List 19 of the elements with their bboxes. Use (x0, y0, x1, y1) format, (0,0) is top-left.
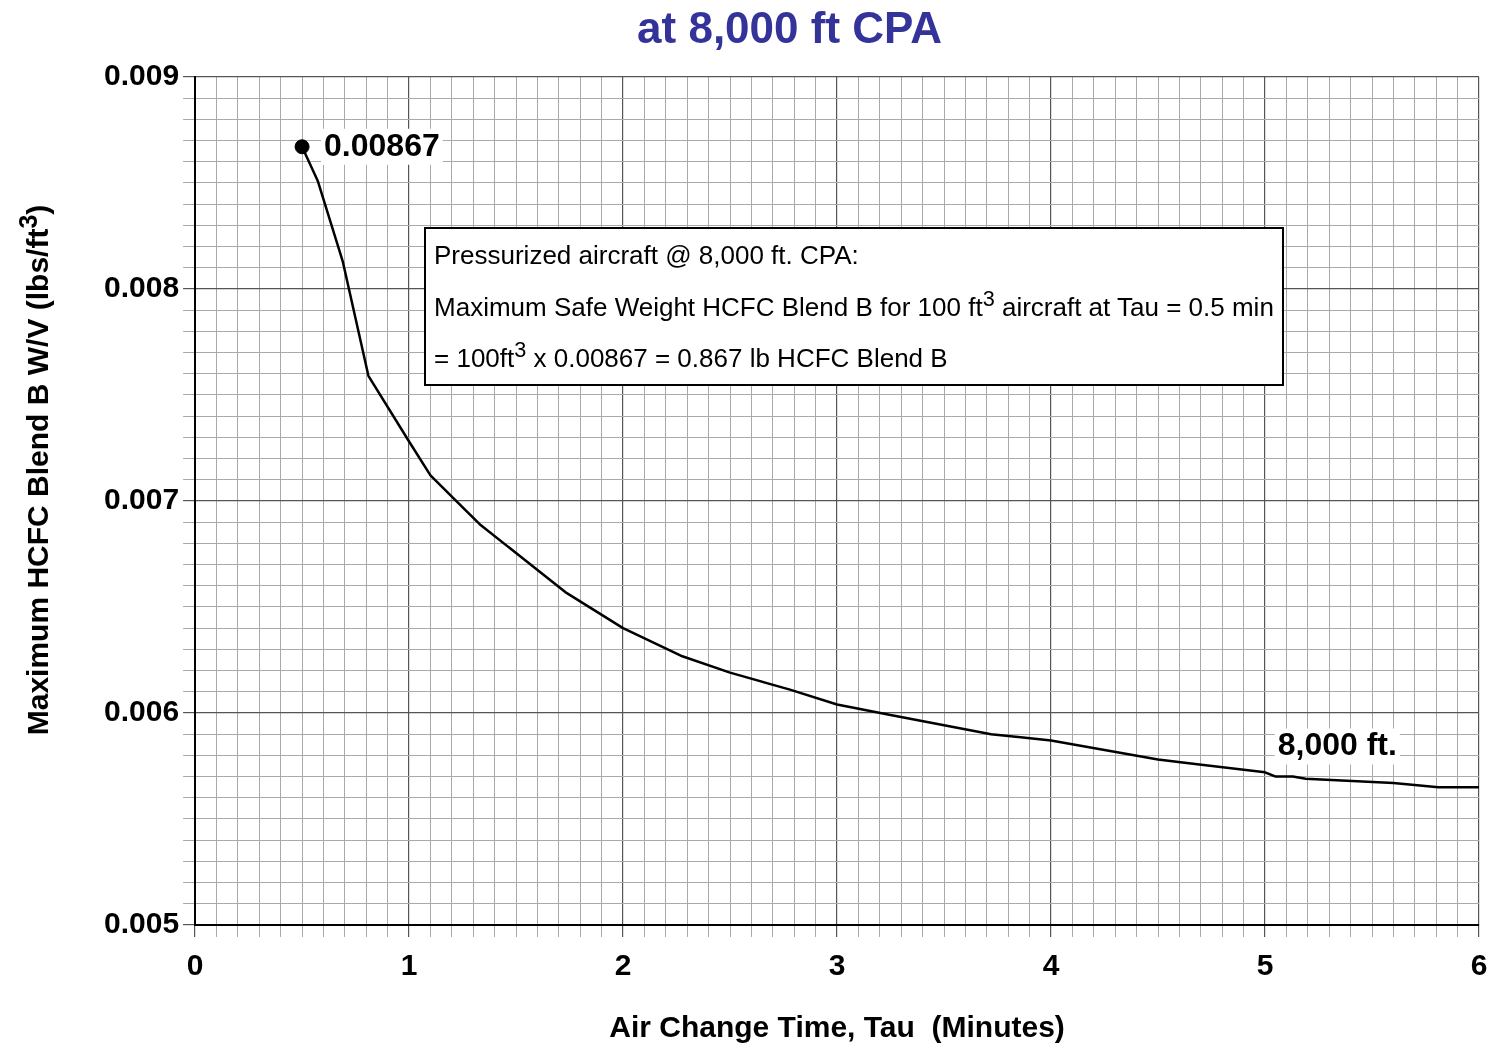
x-tick-label: 4 (1042, 948, 1060, 982)
x-tick-label: 5 (1256, 948, 1274, 982)
annotation: = 100ft$^{3}$ x 0.00867 = 0.867 lb HCFC Blend B (434, 337, 948, 374)
x-tick-label: 1 (400, 948, 418, 982)
x-tick-label: 3 (828, 948, 846, 982)
annotation: 8,000 ft. (1277, 726, 1397, 763)
annotation: 0.00867 (324, 126, 440, 163)
chart-title: at 8,000 ft CPA (637, 2, 942, 52)
y-tick-label: 0.005 (104, 906, 180, 940)
x-tick-label: 2 (614, 948, 632, 982)
y-tick-label: 0.007 (104, 482, 180, 516)
y-tick-label: 0.006 (104, 694, 180, 728)
x-tick-label: 6 (1470, 948, 1488, 982)
y-tick-label: 0.009 (104, 58, 180, 92)
annotation: Pressurized aircraft @ 8,000 ft. CPA: (434, 239, 859, 270)
y-tick-label: 0.008 (104, 270, 180, 304)
x-axis-title: Air Change Time, Tau (Minutes) (609, 1010, 1065, 1044)
annotation: Maximum Safe Weight HCFC Blend B for 100 ft$^{3}$ aircraft at Tau = 0.5 min (434, 285, 1274, 322)
x-tick-label: 0 (186, 948, 204, 982)
